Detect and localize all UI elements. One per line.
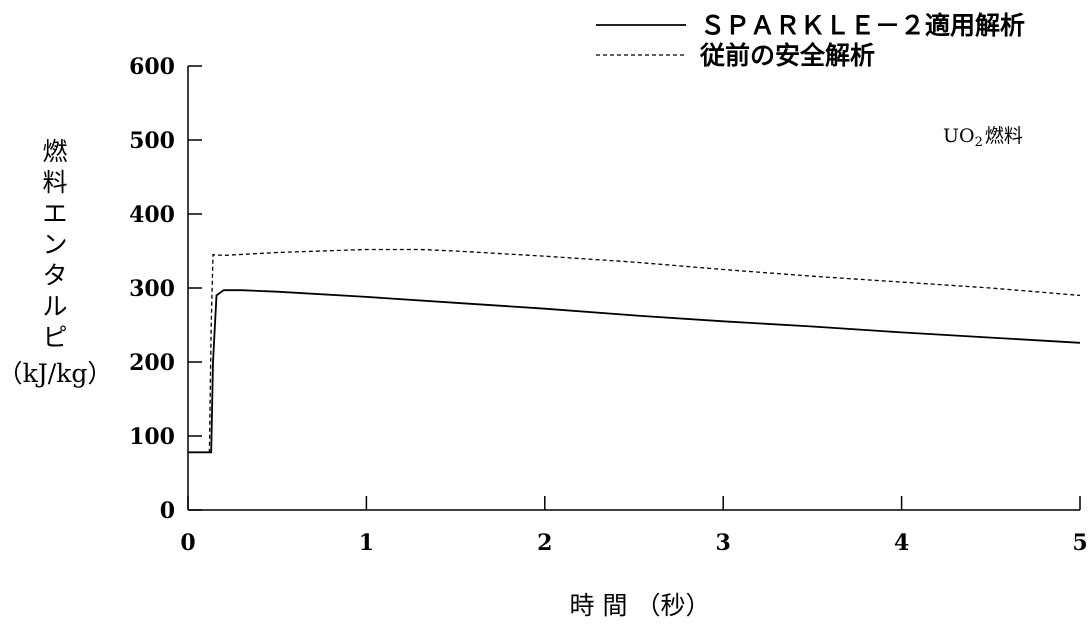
- y-axis-label-char: タ: [42, 261, 67, 290]
- y-tick-label: 200: [129, 350, 175, 376]
- x-tick-label: 5: [1072, 530, 1087, 556]
- y-axis-label-char: ル: [42, 292, 67, 321]
- annotation-prefix: UO: [943, 125, 975, 147]
- series-line-2: [188, 248, 1081, 453]
- annotation-suffix: 燃料: [985, 125, 1023, 147]
- y-axis-label-char: ピ: [42, 323, 67, 352]
- y-tick-label: 300: [129, 276, 175, 302]
- x-tick-label: 2: [537, 530, 552, 556]
- x-axis-label: 時 間 （秒）: [570, 591, 711, 620]
- y-axis-label-char: 料: [42, 168, 67, 197]
- y-tick-label: 0: [160, 498, 175, 524]
- x-tick-label: 4: [894, 530, 909, 556]
- annotation-subscript: 2: [975, 135, 983, 150]
- ticks-layer: 0 100 200 300 400 500 600 0 1 2 3 4 5: [129, 54, 1088, 556]
- x-tick-label: 0: [180, 530, 195, 556]
- y-tick-label: 100: [129, 424, 175, 450]
- y-axis-label-char: ン: [42, 230, 67, 259]
- y-axis-label-char: エ: [42, 199, 67, 228]
- x-tick-label: 3: [716, 530, 731, 556]
- series-layer: [188, 248, 1081, 454]
- y-tick-label: 400: [129, 202, 175, 228]
- legend-label-1: ＳＰＡＲＫＬＥ－２適用解析: [700, 11, 1025, 40]
- legend-label-2: 従前の安全解析: [699, 41, 875, 70]
- y-tick-label: 500: [129, 128, 175, 154]
- y-tick-label: 600: [129, 54, 175, 80]
- y-axis-label-char: 燃: [42, 137, 67, 166]
- fuel-annotation: UO2 燃料: [943, 125, 1023, 150]
- y-axis-label-unit: （kJ/kg）: [0, 359, 112, 388]
- x-tick-label: 1: [359, 530, 374, 556]
- series-line-1: [188, 289, 1081, 454]
